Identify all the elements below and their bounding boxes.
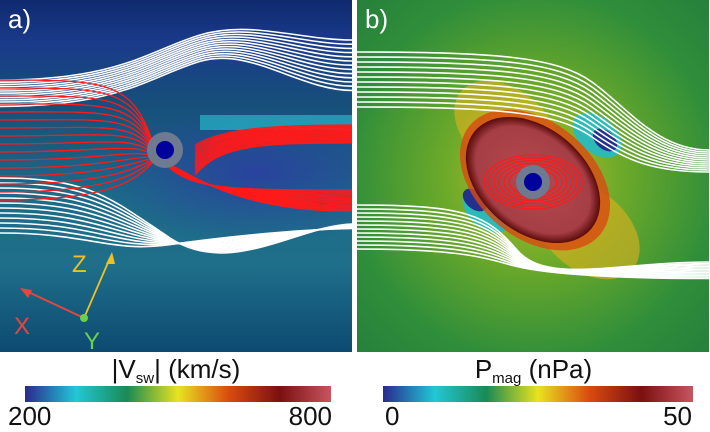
field-line xyxy=(0,48,352,99)
white-field-lines-lower xyxy=(357,204,709,280)
field-line xyxy=(357,96,709,169)
field-line xyxy=(357,56,709,153)
field-line xyxy=(0,79,352,191)
field-line xyxy=(357,61,709,155)
field-line xyxy=(357,76,709,161)
field-line xyxy=(194,130,352,156)
field-line xyxy=(0,87,352,193)
field-line xyxy=(0,45,352,97)
field-line xyxy=(0,31,352,83)
field-line xyxy=(0,33,352,86)
field-line xyxy=(357,208,709,271)
field-line xyxy=(357,220,709,273)
field-line xyxy=(357,240,709,277)
field-line xyxy=(0,50,352,101)
field-line xyxy=(357,101,709,171)
field-line xyxy=(194,131,352,158)
panel-label-a: a) xyxy=(8,4,32,34)
colorbar-b: Pmag (nPa) 0 50 xyxy=(357,352,710,431)
magnetic-pressure-image xyxy=(357,0,709,352)
field-line xyxy=(357,81,709,163)
field-line xyxy=(194,133,352,162)
field-line xyxy=(0,36,352,88)
field-line xyxy=(0,227,352,248)
field-line xyxy=(194,139,352,172)
field-line xyxy=(0,28,352,81)
field-line xyxy=(194,127,352,152)
colorbar-a-gradient xyxy=(25,386,331,402)
field-line xyxy=(0,52,352,103)
planet-icon xyxy=(156,141,174,159)
y-axis-label: Y xyxy=(84,328,100,352)
field-line xyxy=(357,51,709,151)
x-axis-arrowhead xyxy=(20,288,32,298)
field-line xyxy=(357,216,709,272)
field-line xyxy=(498,162,568,202)
field-line xyxy=(357,86,709,165)
white-field-lines-upper xyxy=(357,51,709,173)
red-field-lines xyxy=(483,154,583,210)
field-line xyxy=(357,232,709,275)
field-line xyxy=(357,71,709,159)
field-line xyxy=(357,224,709,273)
x-axis-label: X xyxy=(14,313,30,340)
field-line xyxy=(0,160,352,212)
colorbar-a-title: |Vsw| (km/s) xyxy=(111,354,241,387)
y-axis-dot xyxy=(80,314,88,322)
field-line xyxy=(357,228,709,274)
colorbar-b-title: Pmag (nPa) xyxy=(474,354,593,387)
field-line xyxy=(194,142,352,176)
field-line xyxy=(493,159,573,205)
field-line xyxy=(357,236,709,276)
colorbar-a-min: 200 xyxy=(8,401,52,431)
field-line xyxy=(357,248,709,280)
field-line xyxy=(503,165,563,199)
axis-triad: X Z Y xyxy=(14,251,115,352)
colorbar-b-gradient xyxy=(383,386,693,402)
field-line xyxy=(357,212,709,272)
field-line xyxy=(194,125,352,148)
field-line xyxy=(194,129,352,154)
field-line xyxy=(357,106,709,173)
field-line xyxy=(194,126,352,150)
field-line xyxy=(483,154,583,210)
colorbar-b-max: 50 xyxy=(663,401,692,431)
colorbar-a-max: 800 xyxy=(288,401,332,431)
field-line xyxy=(194,135,352,164)
field-line xyxy=(194,124,352,146)
planet-icon xyxy=(524,173,542,191)
z-axis-arrowhead xyxy=(106,252,115,264)
x-axis-arrow xyxy=(23,289,85,319)
field-line xyxy=(194,132,352,160)
field-line xyxy=(0,41,352,92)
field-line xyxy=(357,204,709,271)
field-line xyxy=(0,57,352,108)
panel-a-velocity-plot: X Z Y a) xyxy=(0,0,352,352)
colorbar-b-min: 0 xyxy=(385,401,400,431)
panel-label-b: b) xyxy=(365,4,389,34)
field-line xyxy=(357,66,709,157)
colorbar-a: |Vsw| (km/s) 200 800 xyxy=(0,352,352,431)
z-axis-label: Z xyxy=(72,251,87,278)
field-line xyxy=(0,43,352,94)
field-line xyxy=(194,138,352,170)
field-line xyxy=(357,244,709,278)
field-line xyxy=(488,157,578,207)
field-line xyxy=(194,136,352,166)
field-line xyxy=(357,91,709,167)
field-line xyxy=(194,137,352,168)
z-axis-arrow xyxy=(83,257,111,319)
white-field-lines-lower xyxy=(0,177,352,254)
field-line xyxy=(194,141,352,174)
velocity-field-image: X Z Y xyxy=(0,0,352,352)
panel-b-magnetic-pressure-plot: b) xyxy=(357,0,709,352)
field-line xyxy=(508,168,558,196)
